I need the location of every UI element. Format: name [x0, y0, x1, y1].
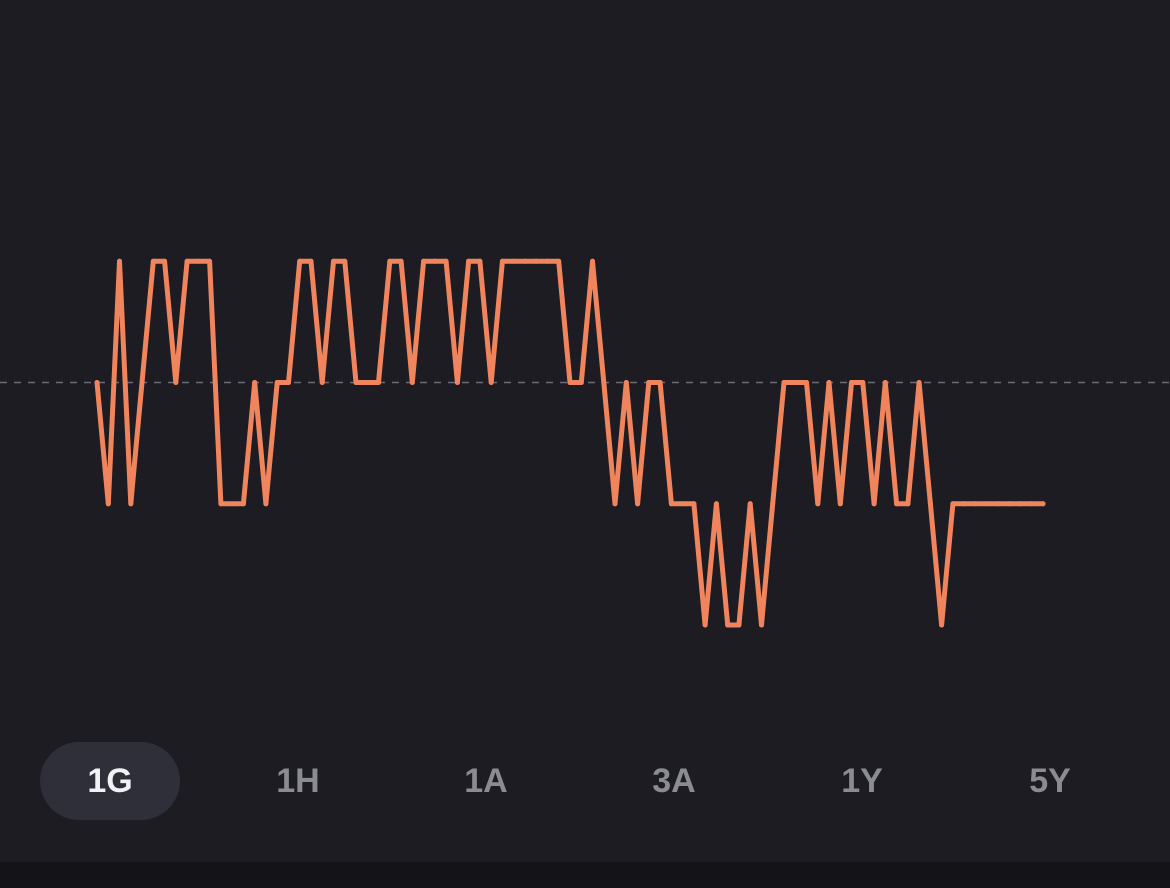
data-point [218, 501, 224, 507]
data-point [939, 622, 945, 628]
data-point [353, 380, 359, 385]
time-range-selector: 1G 1H 1A 3A 1Y 5Y [40, 742, 1120, 820]
data-point [331, 258, 336, 264]
data-point [240, 501, 246, 507]
data-point [432, 258, 438, 264]
data-point [556, 258, 562, 264]
data-point [173, 380, 179, 385]
data-point [995, 501, 1001, 507]
data-point [263, 501, 269, 507]
data-point [837, 501, 843, 507]
data-point [376, 380, 381, 385]
data-point [229, 501, 235, 507]
data-point [477, 258, 483, 264]
bottom-bar [0, 862, 1170, 888]
data-point [454, 380, 460, 385]
range-button-1h[interactable]: 1H [228, 742, 368, 820]
data-point [421, 258, 427, 264]
data-point [736, 622, 742, 628]
data-point [207, 258, 213, 264]
data-point [150, 258, 156, 264]
data-point [274, 380, 280, 385]
data-point [297, 258, 303, 264]
data-point [308, 258, 314, 264]
data-point [578, 380, 584, 385]
data-point [804, 380, 809, 385]
series-marks [94, 258, 1046, 628]
data-point [522, 258, 528, 264]
data-point [826, 380, 832, 385]
price-chart [0, 258, 1170, 628]
data-point [905, 501, 911, 507]
data-point [984, 501, 990, 507]
data-point [1029, 501, 1035, 507]
data-point [117, 258, 122, 264]
data-point [612, 501, 618, 507]
data-point [972, 501, 978, 507]
data-point [725, 622, 731, 628]
data-point [691, 501, 697, 507]
data-point [950, 501, 956, 507]
data-point [916, 380, 922, 385]
data-point [342, 258, 348, 264]
data-point [162, 258, 168, 264]
data-point [398, 258, 404, 264]
data-point [1040, 501, 1046, 507]
data-point [927, 501, 933, 507]
data-point [128, 501, 134, 507]
data-point [488, 380, 494, 385]
series-line [94, 258, 1046, 628]
range-button-1a[interactable]: 1A [416, 742, 556, 820]
data-point [443, 258, 449, 264]
data-point [961, 501, 967, 507]
data-point [860, 380, 866, 385]
data-point [195, 258, 201, 264]
data-point [635, 501, 641, 507]
chart-canvas [0, 258, 1170, 628]
data-point [871, 501, 877, 507]
data-point [590, 258, 595, 264]
range-button-5y[interactable]: 5Y [980, 742, 1120, 820]
data-point [646, 380, 652, 385]
data-point [364, 380, 370, 385]
data-point [792, 380, 798, 385]
data-point [882, 380, 888, 385]
data-point [713, 501, 719, 507]
data-point [567, 380, 573, 385]
data-point [466, 258, 472, 264]
data-point [657, 380, 663, 385]
data-point [601, 380, 607, 385]
data-point [1018, 501, 1023, 507]
data-point [815, 501, 821, 507]
data-point [499, 258, 505, 264]
data-point [286, 380, 291, 385]
range-button-3a[interactable]: 3A [604, 742, 744, 820]
range-button-1g[interactable]: 1G [40, 742, 180, 820]
data-point [702, 622, 708, 628]
data-point [680, 501, 686, 507]
data-point [623, 380, 629, 385]
data-point [533, 258, 539, 264]
data-point [252, 380, 258, 385]
data-point [770, 501, 776, 507]
data-point [747, 501, 753, 507]
data-point [139, 380, 145, 385]
data-point [409, 380, 415, 385]
data-point [511, 258, 517, 264]
data-point [105, 501, 111, 507]
data-point [545, 258, 550, 264]
data-point [184, 258, 190, 264]
data-point [759, 622, 764, 628]
data-point [781, 380, 787, 385]
range-button-1y[interactable]: 1Y [792, 742, 932, 820]
data-point [894, 501, 900, 507]
data-point [1006, 501, 1012, 507]
data-point [668, 501, 674, 507]
data-point [849, 380, 854, 385]
data-point [319, 380, 325, 385]
data-point [387, 258, 393, 264]
data-point [94, 380, 100, 385]
